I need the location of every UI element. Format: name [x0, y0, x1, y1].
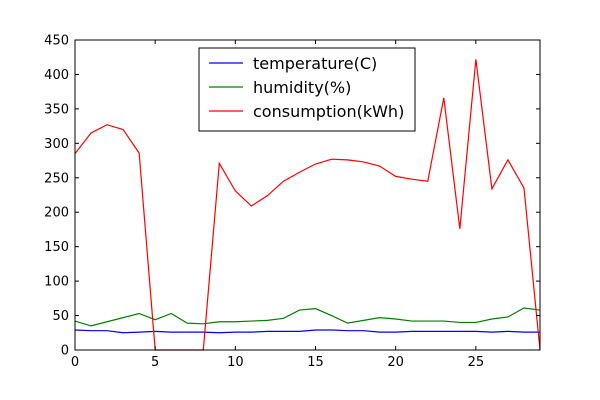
y-tick-label: 300 — [44, 137, 69, 152]
y-tick-label: 350 — [44, 102, 69, 117]
x-tick-label: 10 — [227, 355, 244, 370]
y-tick-label: 150 — [44, 240, 69, 255]
y-tick-label: 450 — [44, 34, 69, 49]
series-line-2 — [74, 59, 541, 351]
x-tick-label: 20 — [387, 355, 404, 370]
y-tick-label: 400 — [44, 68, 69, 83]
y-tick-label: 50 — [52, 309, 69, 324]
legend-box — [198, 47, 416, 132]
x-tick-label: 15 — [307, 355, 324, 370]
y-tick-label: 0 — [61, 344, 69, 359]
legend: temperature(C) humidity(%) consumption(kWh… — [198, 47, 416, 132]
x-tick-label: 25 — [468, 355, 485, 370]
legend-label-2: consumption(kWh) — [253, 102, 404, 121]
x-tick-label: 5 — [151, 355, 159, 370]
series-line-1 — [74, 307, 541, 327]
x-tick-label: 0 — [71, 355, 79, 370]
legend-label-0: temperature(C) — [253, 54, 377, 73]
y-tick-label: 200 — [44, 206, 69, 221]
legend-label-1: humidity(%) — [253, 78, 351, 97]
series-layer — [74, 59, 541, 351]
y-tick-label: 250 — [44, 171, 69, 186]
y-tick-label: 100 — [44, 275, 69, 290]
series-line-0 — [74, 329, 540, 334]
plot-frame — [74, 39, 541, 351]
